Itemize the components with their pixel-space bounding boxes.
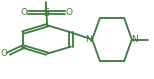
Text: O: O — [21, 8, 28, 17]
Text: O: O — [65, 8, 72, 17]
Text: S: S — [43, 8, 49, 18]
Text: N: N — [131, 35, 138, 44]
Text: N: N — [85, 35, 92, 44]
Text: O: O — [1, 49, 8, 58]
